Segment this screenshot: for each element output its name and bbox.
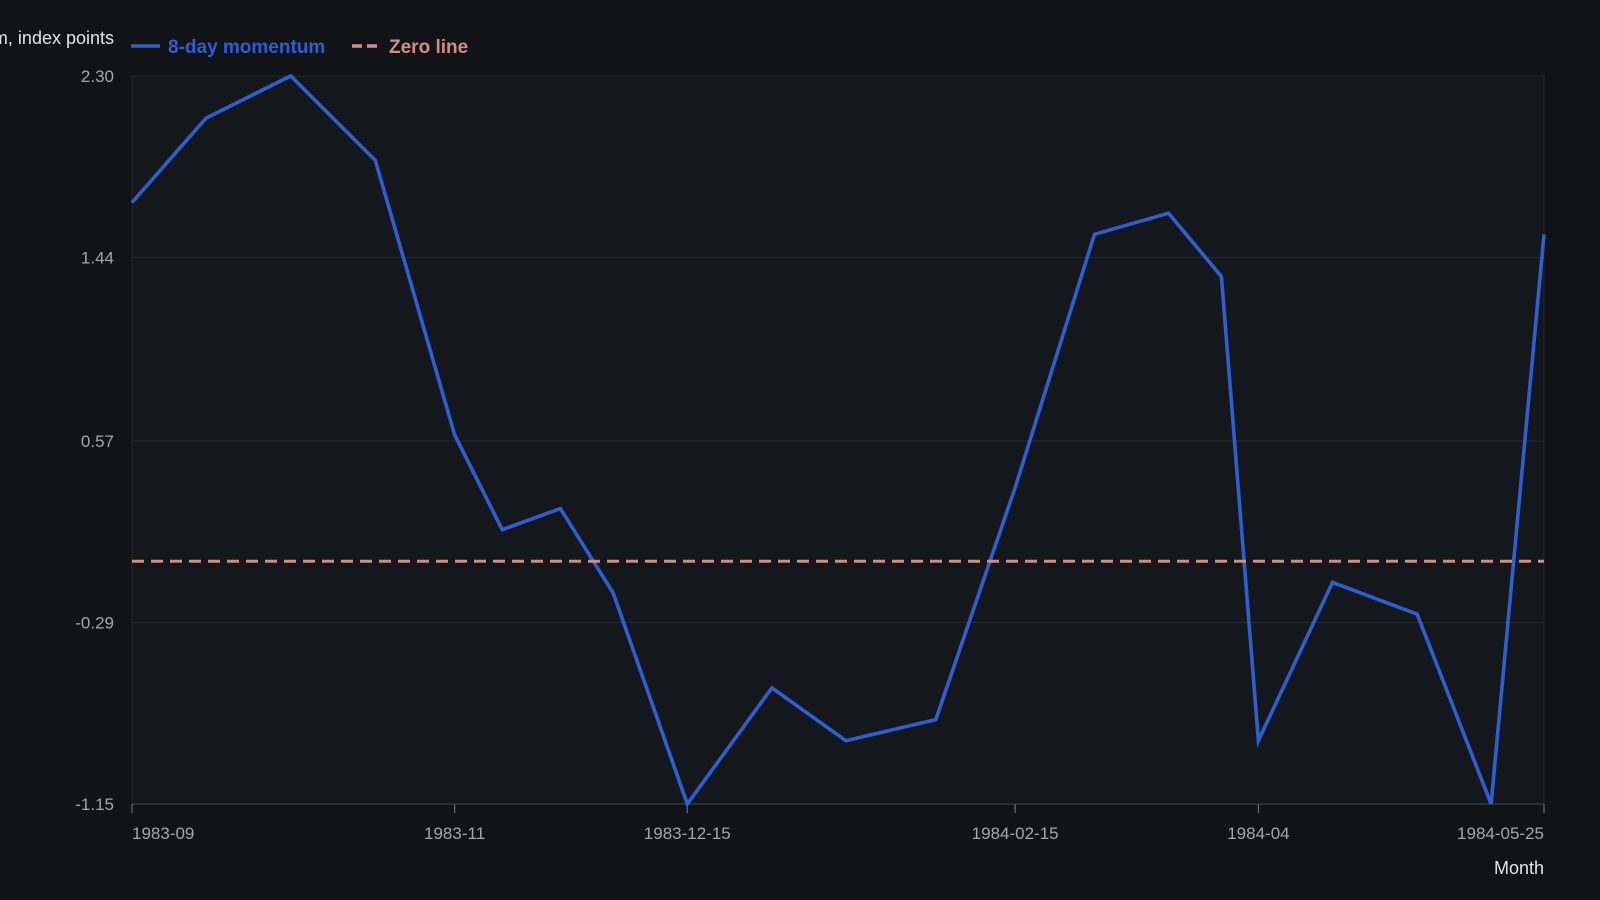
grid: [131, 75, 1545, 805]
legend-entry: 8-day momentum: [168, 37, 325, 58]
y-tick-label: -0.29: [75, 614, 114, 633]
x-tick-label: 1984-05-25: [1457, 824, 1544, 843]
x-tick-label: 1984-02-15: [972, 824, 1059, 843]
legend-entry: Zero line: [389, 37, 468, 58]
x-tick-label: 1983-09: [132, 824, 194, 843]
plot-area: [131, 75, 1545, 805]
y-tick-label: -1.15: [75, 795, 114, 814]
x-tick-label: 1983-12-15: [644, 824, 731, 843]
axes: 2.30 1.44 0.57 -0.29 -1.15 1983-09 1983-11 1983…: [75, 67, 1545, 843]
legend: 8-day momentum Zero line: [131, 37, 468, 58]
y-tick-label: 1.44: [81, 248, 114, 267]
x-tick-label: 1984-04: [1227, 824, 1289, 843]
momentum-series-line: [130, 73, 1546, 808]
x-tick-label: 1983-11: [424, 824, 485, 843]
y-tick-label: 0.57: [81, 432, 114, 451]
y-axis-title: 8-day momentum, index points: [0, 28, 114, 48]
x-axis-title: Month: [1494, 858, 1544, 878]
series: [130, 73, 1546, 808]
y-tick-label: 2.30: [81, 67, 114, 86]
